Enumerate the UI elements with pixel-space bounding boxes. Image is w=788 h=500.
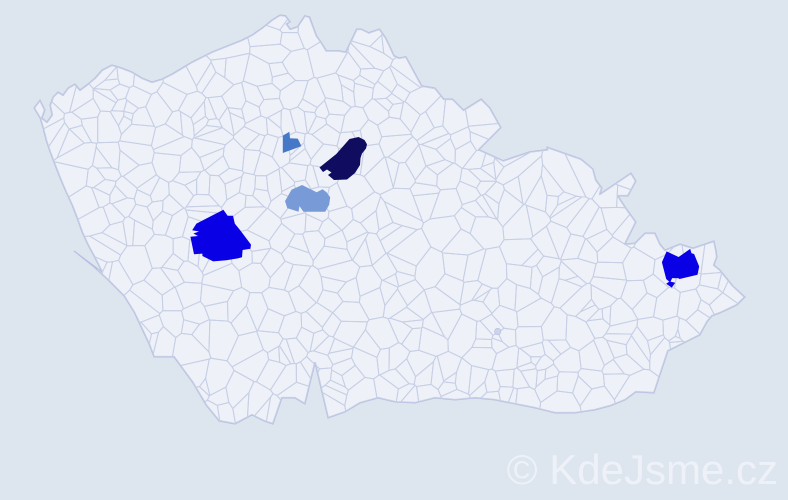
svg-text:© KdeJsme.cz: © KdeJsme.cz (507, 446, 778, 493)
